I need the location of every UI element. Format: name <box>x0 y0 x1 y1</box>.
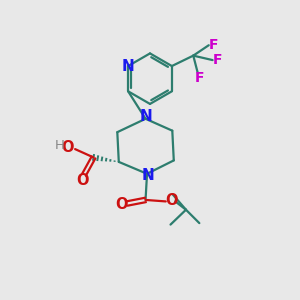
Text: O: O <box>165 193 177 208</box>
Text: O: O <box>115 197 128 212</box>
Text: N: N <box>140 109 152 124</box>
Text: F: F <box>209 38 218 52</box>
Text: N: N <box>141 168 154 183</box>
Text: O: O <box>61 140 74 154</box>
Text: H: H <box>55 139 64 152</box>
Text: F: F <box>213 53 222 67</box>
Text: N: N <box>122 58 134 74</box>
Text: F: F <box>194 71 204 85</box>
Text: O: O <box>76 173 89 188</box>
